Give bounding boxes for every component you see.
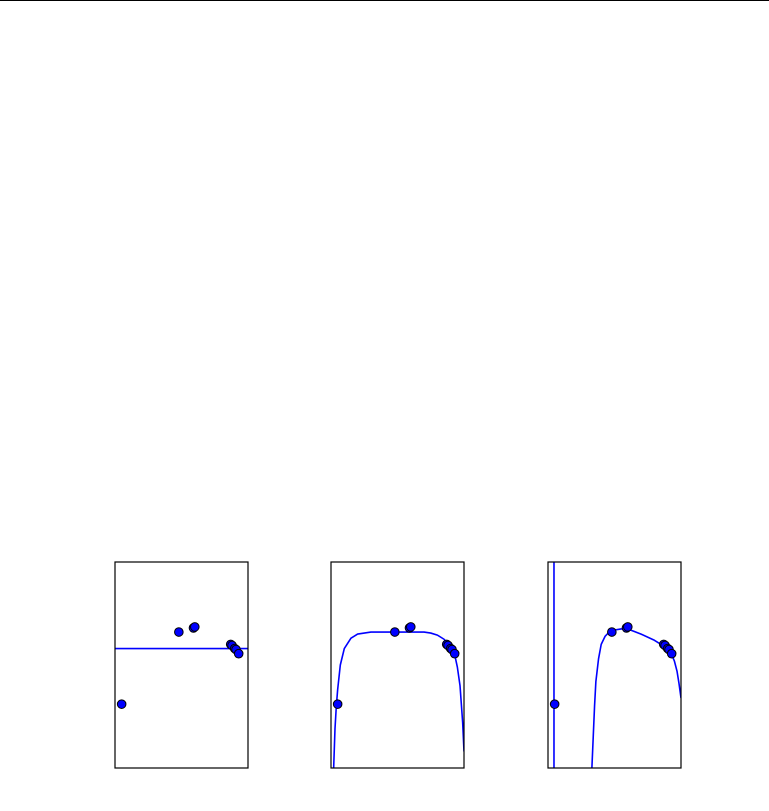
data-point-1-1 xyxy=(116,699,127,709)
data-point-2-4 xyxy=(406,622,416,632)
axes-frame-3 xyxy=(547,561,682,769)
chart-panel-3 xyxy=(547,561,682,769)
data-point-1-9 xyxy=(233,648,244,659)
plot-area-1 xyxy=(115,622,248,709)
data-point-2-9 xyxy=(449,648,460,659)
data-point-3-9 xyxy=(666,648,677,659)
data-point-3-4 xyxy=(623,622,633,632)
data-point-3-1 xyxy=(549,699,560,709)
data-point-2-1 xyxy=(332,699,343,709)
chart-panel-1 xyxy=(114,561,249,769)
axes-frame-2 xyxy=(330,561,465,769)
data-point-3-2 xyxy=(607,627,617,637)
data-point-1-4 xyxy=(190,622,200,632)
plot-area-2 xyxy=(332,622,464,768)
chart-panel-2 xyxy=(330,561,465,769)
plot-area-3 xyxy=(549,562,681,768)
axes-frame-1 xyxy=(114,561,249,769)
fit-curve-2 xyxy=(332,631,464,768)
data-point-2-2 xyxy=(390,627,400,637)
top-rule xyxy=(0,0,769,1)
data-point-1-2 xyxy=(174,627,184,637)
